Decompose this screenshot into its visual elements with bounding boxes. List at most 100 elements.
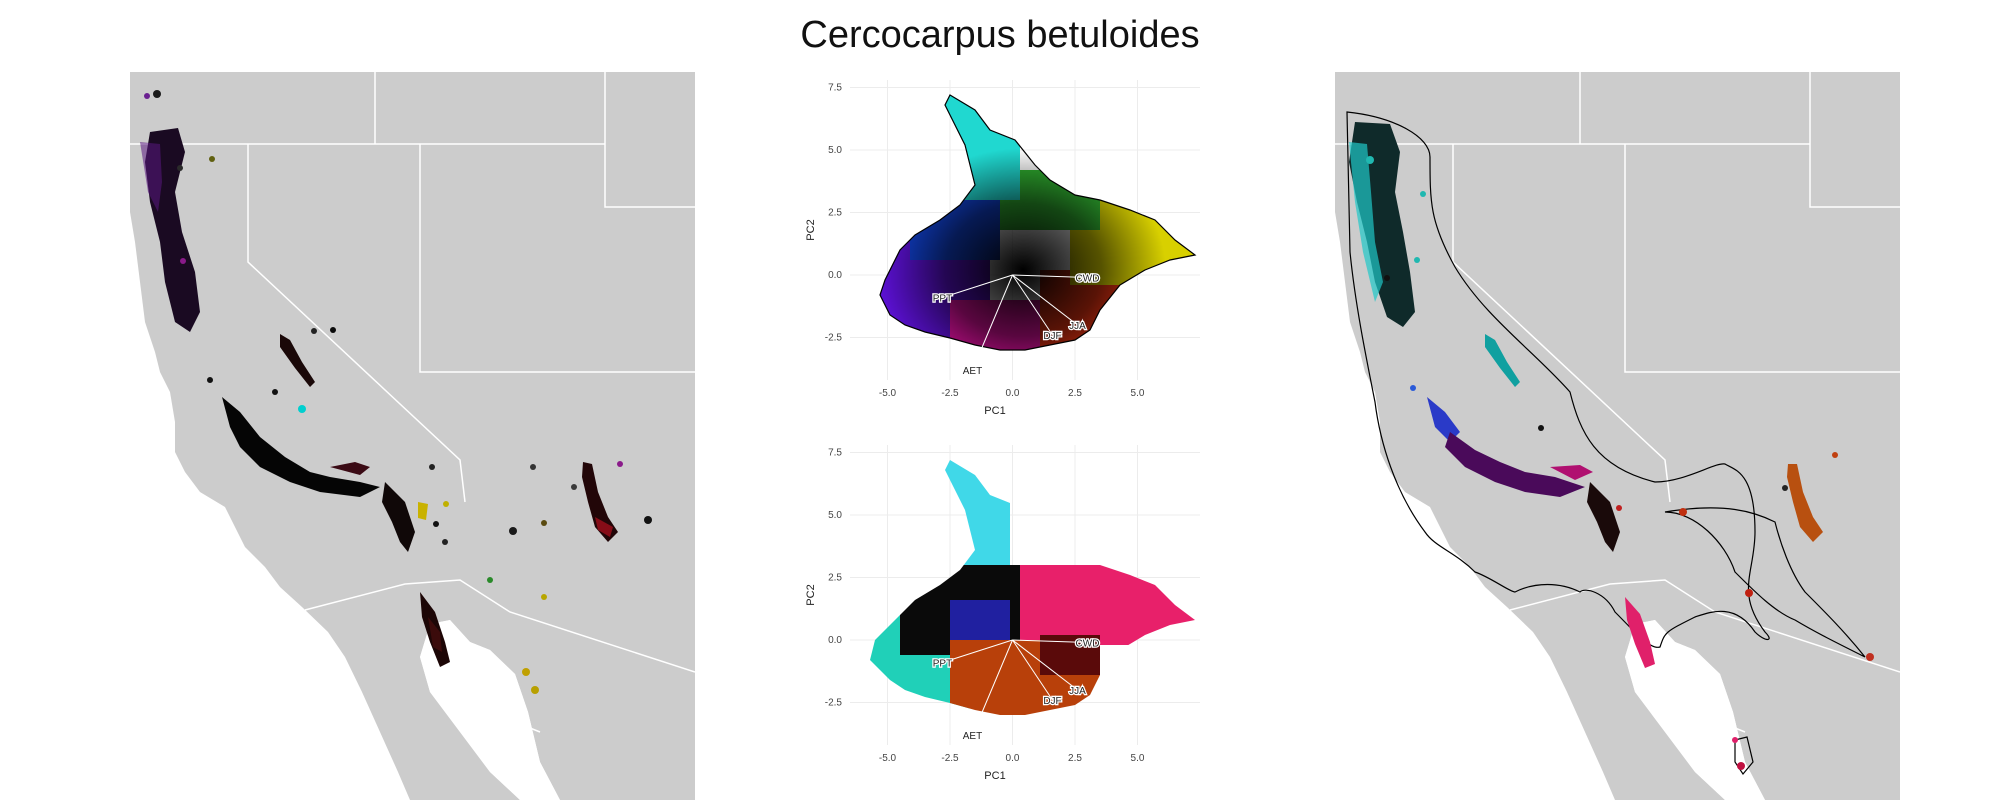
point <box>1782 485 1788 491</box>
x-tick-label: -5.0 <box>879 753 897 764</box>
point <box>1384 275 1390 281</box>
border-mx <box>304 579 695 673</box>
patch-baja-pink <box>1625 597 1655 668</box>
point <box>442 539 448 545</box>
point <box>311 328 317 334</box>
point <box>509 527 517 535</box>
cloud-outline <box>879 94 1197 351</box>
loading-arrow <box>942 639 1013 663</box>
loading-arrow <box>942 274 1013 298</box>
baja-mainland-gulf <box>1625 620 1765 800</box>
point <box>487 577 493 583</box>
x-tick-label: 5.0 <box>1131 388 1145 399</box>
loading-arrow <box>1012 274 1078 326</box>
y-tick-label: 5.0 <box>828 145 842 156</box>
point <box>1414 257 1420 263</box>
border-wy <box>604 72 695 208</box>
loading-arrow <box>1012 639 1053 701</box>
y-tick-label: 0.0 <box>828 635 842 646</box>
point <box>330 327 336 333</box>
patch-sierra <box>1485 334 1520 387</box>
land <box>130 72 695 800</box>
patch-south-ca <box>382 482 415 552</box>
border-ca-nv <box>247 144 466 503</box>
point <box>530 464 536 470</box>
y-tick-label: 7.5 <box>828 448 842 459</box>
pca-biplot-continuous: -5.0 -2.5 0.0 2.5 5.0-2.50.02.55.07.5PC1PC2 … <box>805 80 1200 417</box>
y-tick-label: 5.0 <box>828 510 842 521</box>
point <box>177 165 183 171</box>
patch-south-ca <box>1587 482 1620 552</box>
point <box>1679 508 1687 516</box>
state-borders <box>1335 72 1900 733</box>
state-borders <box>130 72 695 733</box>
loading-arrow <box>1012 274 1053 336</box>
patch-arizona-tint <box>595 517 613 537</box>
point <box>272 389 278 395</box>
loading-label: JJA <box>1069 321 1086 332</box>
patch-arizona <box>582 462 618 542</box>
land <box>1335 72 1900 800</box>
y-tick-label: 2.5 <box>828 208 842 219</box>
point <box>531 686 539 694</box>
patch-central-coast-purple <box>1445 432 1585 497</box>
patch-baja-tint <box>428 617 442 652</box>
loadings-layer: PPT CWD JJA DJF AET <box>932 272 1101 378</box>
point <box>1366 156 1374 164</box>
occurrence-points <box>1366 156 1874 770</box>
land-mass <box>1335 72 1900 800</box>
loading-label: DJF <box>1043 696 1061 707</box>
y-tick-label: 7.5 <box>828 83 842 94</box>
loading-label: AET <box>963 366 982 377</box>
point <box>144 93 150 99</box>
loading-label: AET <box>963 731 982 742</box>
point <box>298 405 306 413</box>
point-cloud <box>880 95 1195 350</box>
y-tick-label: 0.0 <box>828 270 842 281</box>
x-tick-label: 2.5 <box>1068 753 1082 764</box>
cluster-navy <box>950 600 1010 640</box>
point <box>153 90 161 98</box>
point-cloud <box>870 460 1195 715</box>
x-tick-label: 5.0 <box>1131 753 1145 764</box>
point <box>541 520 547 526</box>
point <box>1616 505 1622 511</box>
x-tick-label: 2.5 <box>1068 388 1082 399</box>
x-tick-label: -5.0 <box>879 388 897 399</box>
loading-arrow <box>972 639 1013 736</box>
patch-yellow <box>418 502 428 520</box>
patch-north-coast-tint <box>140 142 162 212</box>
point <box>443 501 449 507</box>
patch-central-coast-blue <box>1427 397 1460 442</box>
loading-label: CWD <box>1076 274 1100 285</box>
border-mx <box>1509 579 1900 673</box>
point <box>1410 385 1416 391</box>
patch-transverse-magenta <box>1550 465 1593 480</box>
pca-biplot-clusters: -5.0 -2.5 0.0 2.5 5.0-2.50.02.55.07.5PC1PC2 … <box>805 445 1200 782</box>
occurrence-patches <box>140 128 618 667</box>
loading-label: JJA <box>1069 686 1086 697</box>
border-mx-states <box>459 681 541 733</box>
point <box>1832 452 1838 458</box>
y-axis-label: PC2 <box>805 584 817 605</box>
x-tick-label: 0.0 <box>1006 753 1020 764</box>
point <box>644 516 652 524</box>
point <box>209 156 215 162</box>
point <box>1420 191 1426 197</box>
point <box>1866 653 1874 661</box>
y-tick-label: -2.5 <box>825 698 843 709</box>
cloud-dark-center <box>880 95 1195 350</box>
occurrence-points <box>144 90 652 694</box>
loading-label: CWD <box>1076 639 1100 650</box>
hull-north <box>1346 111 1770 648</box>
point <box>433 521 439 527</box>
left-range-map <box>130 72 695 800</box>
y-tick-label: 2.5 <box>828 573 842 584</box>
point <box>1745 589 1753 597</box>
point <box>571 484 577 490</box>
hull-east <box>1664 507 1866 658</box>
border-wy <box>1809 72 1900 208</box>
loading-label: PPT <box>933 294 952 305</box>
point <box>1737 762 1745 770</box>
border-nv-ut <box>419 144 465 373</box>
